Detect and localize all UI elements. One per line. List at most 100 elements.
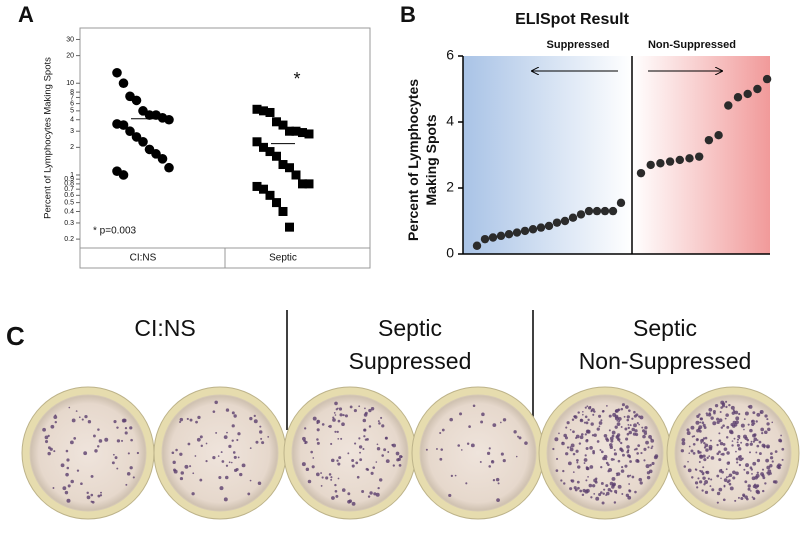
y-tick-label: 2 <box>446 179 454 195</box>
spot <box>592 451 596 455</box>
spot <box>253 419 258 424</box>
spot <box>586 429 591 434</box>
y-tick-label: 4 <box>446 113 454 129</box>
spot <box>500 452 504 456</box>
spot <box>697 477 700 480</box>
spot <box>376 447 381 451</box>
spot <box>98 439 103 443</box>
spot <box>225 464 229 467</box>
spot <box>225 475 229 480</box>
spot <box>225 408 230 412</box>
y-tick-label: 20 <box>66 52 74 59</box>
data-point <box>285 222 294 232</box>
spot <box>562 469 565 473</box>
spot <box>771 460 774 463</box>
spot <box>617 417 622 421</box>
spot <box>111 461 115 465</box>
spot <box>721 404 726 408</box>
spot <box>212 410 216 413</box>
data-point <box>278 160 288 170</box>
spot <box>370 407 375 411</box>
spot <box>699 451 702 454</box>
spot <box>750 440 753 443</box>
spot <box>718 458 722 462</box>
spot <box>718 432 721 435</box>
spot <box>614 489 618 494</box>
spot <box>384 436 388 440</box>
spot <box>54 420 57 424</box>
spot <box>611 476 616 481</box>
data-point <box>584 206 594 216</box>
spot <box>518 436 522 440</box>
spot <box>702 437 706 440</box>
spot <box>637 444 641 447</box>
y-tick-label: 3 <box>70 128 74 135</box>
spot <box>728 403 731 407</box>
spot <box>249 447 252 450</box>
spot <box>750 490 752 492</box>
spot <box>81 418 84 421</box>
spot <box>751 476 756 481</box>
spot <box>620 426 623 428</box>
spot <box>617 438 621 441</box>
spot <box>708 455 711 457</box>
spot <box>764 482 767 485</box>
spot <box>311 465 315 469</box>
spot <box>626 415 630 419</box>
data-point <box>291 170 301 180</box>
spot <box>758 440 762 444</box>
spot <box>231 439 234 442</box>
spot <box>702 476 706 480</box>
spot <box>714 403 719 408</box>
spot <box>718 439 722 443</box>
spot <box>586 405 589 408</box>
spot <box>636 422 639 425</box>
spot <box>576 480 580 484</box>
spot <box>731 444 734 447</box>
spot <box>368 408 372 413</box>
spot <box>716 420 720 425</box>
spot <box>709 485 712 488</box>
spot <box>720 426 724 429</box>
spot <box>752 484 756 489</box>
y-tick-label: 8 <box>70 89 74 96</box>
spot <box>132 476 135 479</box>
spot <box>171 451 175 455</box>
spot <box>195 420 198 424</box>
spot <box>392 443 397 448</box>
y-axis-label-line: Making Spots <box>423 114 439 205</box>
spot <box>731 440 734 442</box>
spot <box>705 412 708 415</box>
spot <box>718 487 723 492</box>
spot <box>735 471 739 476</box>
group-label: CI:NS <box>134 315 195 341</box>
spot <box>607 488 611 492</box>
spot <box>651 445 654 448</box>
spot <box>379 478 383 482</box>
spot <box>699 417 704 421</box>
spot <box>136 451 140 455</box>
spot <box>644 430 647 433</box>
spot <box>753 433 757 437</box>
data-point <box>576 210 586 219</box>
spot <box>730 423 734 427</box>
spot <box>728 482 732 486</box>
spot <box>681 441 686 446</box>
spot <box>332 418 336 422</box>
spot <box>347 492 351 496</box>
spot <box>398 464 402 467</box>
spot <box>601 501 605 505</box>
spot <box>330 458 335 463</box>
data-point <box>704 135 714 145</box>
spot <box>121 418 126 423</box>
spot <box>606 491 610 496</box>
spot <box>267 436 270 438</box>
spot <box>312 416 317 421</box>
spot <box>738 437 741 440</box>
spot <box>626 474 630 478</box>
spot <box>62 486 67 491</box>
suppressed-bg <box>463 56 632 254</box>
spot <box>681 438 686 442</box>
spot <box>701 421 705 425</box>
spot <box>321 423 325 426</box>
